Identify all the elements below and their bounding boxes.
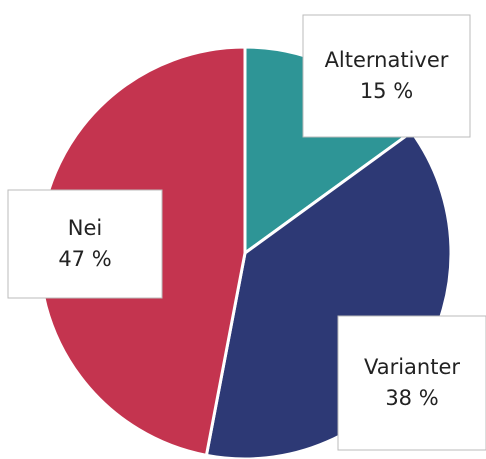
label-box: [7, 189, 163, 299]
category-label: Alternativer: [325, 48, 449, 72]
label-box: [302, 14, 471, 138]
value-label: 38 %: [385, 386, 438, 410]
category-label: Varianter: [364, 355, 460, 379]
category-label: Nei: [68, 216, 102, 240]
value-label: 15 %: [360, 79, 413, 103]
value-label: 47 %: [58, 247, 111, 271]
label-box: [337, 315, 486, 451]
